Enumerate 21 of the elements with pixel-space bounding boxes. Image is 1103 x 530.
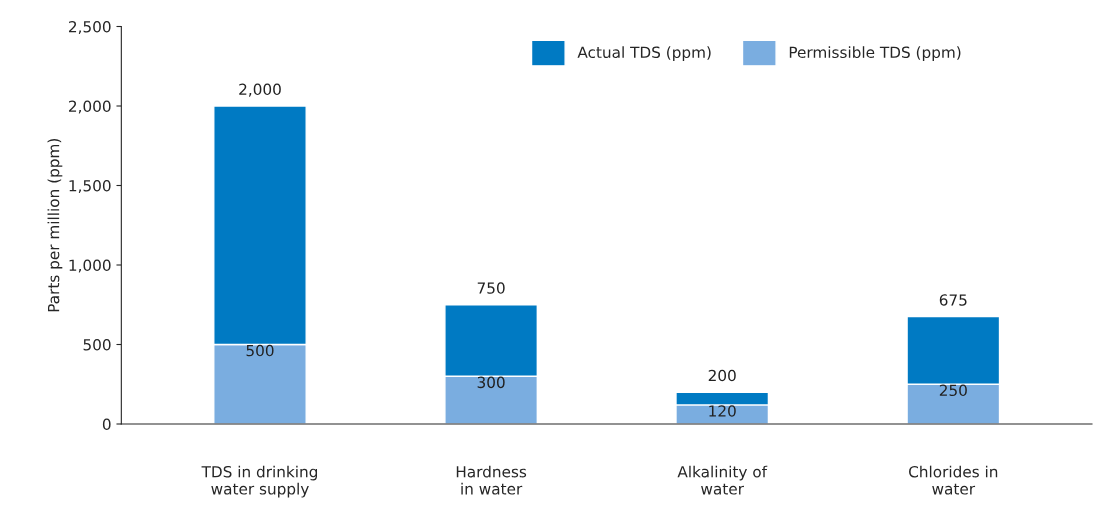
y-axis-title: Parts per million (ppm) xyxy=(47,138,63,312)
y-tick-label: 1,500 xyxy=(69,179,111,194)
data-label: 250 xyxy=(939,384,967,397)
data-label: 500 xyxy=(246,344,274,357)
legend-label: Permissible TDS (ppm) xyxy=(789,46,961,61)
x-tick-label: Chlorides in water xyxy=(909,465,998,495)
x-tick-label: TDS in drinking water supply xyxy=(201,465,318,498)
legend-label: Actual TDS (ppm) xyxy=(577,46,711,61)
y-tick-label: 2,000 xyxy=(68,100,111,114)
total-label: 2,000 xyxy=(239,83,281,97)
y-tick-label: 0 xyxy=(102,418,111,431)
total-label: 750 xyxy=(477,282,505,294)
x-tick-label: Hardness in water xyxy=(456,465,527,495)
y-tick-label: 2,500 xyxy=(68,20,111,35)
data-label: 120 xyxy=(709,405,736,417)
y-tick-label: 1,000 xyxy=(69,259,111,273)
x-tick-label: Alkalinity of water xyxy=(677,465,768,495)
data-label: 300 xyxy=(477,376,505,389)
total-label: 200 xyxy=(708,369,736,382)
y-tick-label: 500 xyxy=(83,338,111,351)
total-label: 675 xyxy=(939,294,967,306)
